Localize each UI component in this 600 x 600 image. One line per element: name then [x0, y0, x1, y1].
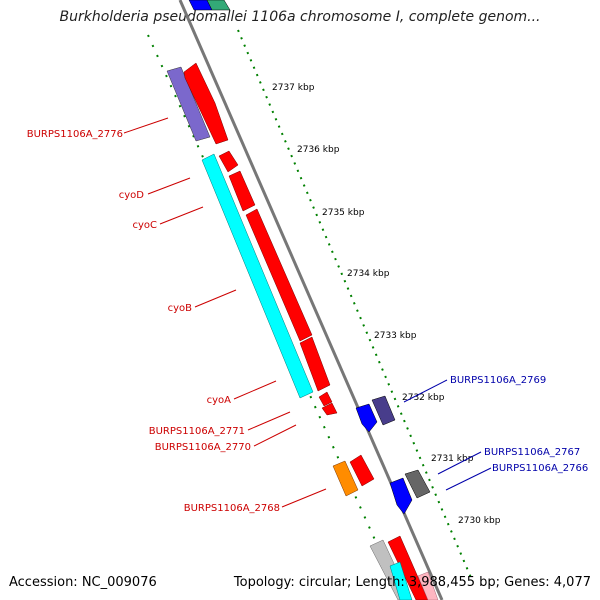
label-cyoD[interactable]: cyoD: [119, 190, 145, 201]
label-burps-2771[interactable]: BURPS1106A_2771: [149, 426, 245, 437]
label-burps-2770[interactable]: BURPS1106A_2770: [155, 442, 251, 453]
gene-burps-2767[interactable]: [389, 477, 413, 515]
tick-2733: 2733 kbp: [374, 331, 417, 341]
gene-cyoB[interactable]: [245, 208, 313, 342]
gene-cyoD[interactable]: [218, 150, 239, 173]
label-cyoC[interactable]: cyoC: [132, 220, 157, 231]
label-burps-2766[interactable]: BURPS1106A_2766: [492, 463, 588, 474]
gene-bottom-pink[interactable]: [417, 571, 439, 600]
gene-burps-2766[interactable]: [404, 469, 431, 499]
gene-cyan[interactable]: [201, 153, 314, 399]
label-burps-2768[interactable]: BURPS1106A_2768: [184, 503, 280, 514]
gene-bottom-red[interactable]: [387, 535, 429, 600]
map-title: Burkholderia pseudomallei 1106a chromoso…: [59, 9, 541, 25]
gene-top-green[interactable]: [206, 0, 231, 11]
gene-burps-2771[interactable]: [318, 391, 333, 407]
accession-text: Accession: NC_009076: [9, 575, 157, 590]
label-cyoB[interactable]: cyoB: [168, 303, 193, 314]
gene-burps-2768-orange[interactable]: [332, 460, 359, 497]
gene-burps-2776[interactable]: [166, 66, 211, 142]
tick-2736: 2736 kbp: [297, 145, 340, 155]
gene-bottom-cyan[interactable]: [389, 561, 413, 600]
tick-2732: 2732 kbp: [402, 393, 445, 403]
tick-2737: 2737 kbp: [272, 83, 315, 93]
label-burps-2769[interactable]: BURPS1106A_2769: [450, 375, 546, 386]
gene-burps-2769-a[interactable]: [355, 403, 378, 433]
summary-text: Topology: circular; Length: 3,988,455 bp…: [233, 575, 591, 590]
tick-2731: 2731 kbp: [431, 454, 474, 464]
label-burps-2776[interactable]: BURPS1106A_2776: [27, 129, 123, 140]
gene-burps-2768-red[interactable]: [349, 454, 375, 487]
tick-2735: 2735 kbp: [322, 208, 365, 218]
label-cyoA[interactable]: cyoA: [207, 395, 232, 406]
gene-burps-2769-b[interactable]: [371, 395, 396, 426]
gene-cyoA[interactable]: [299, 336, 331, 392]
gene-red-1[interactable]: [183, 62, 229, 145]
tick-2734: 2734 kbp: [347, 269, 390, 279]
gene-cyoC[interactable]: [228, 170, 256, 212]
label-burps-2767[interactable]: BURPS1106A_2767: [484, 447, 580, 458]
tick-2730: 2730 kbp: [458, 516, 501, 526]
gene-burps-2770[interactable]: [321, 402, 338, 416]
